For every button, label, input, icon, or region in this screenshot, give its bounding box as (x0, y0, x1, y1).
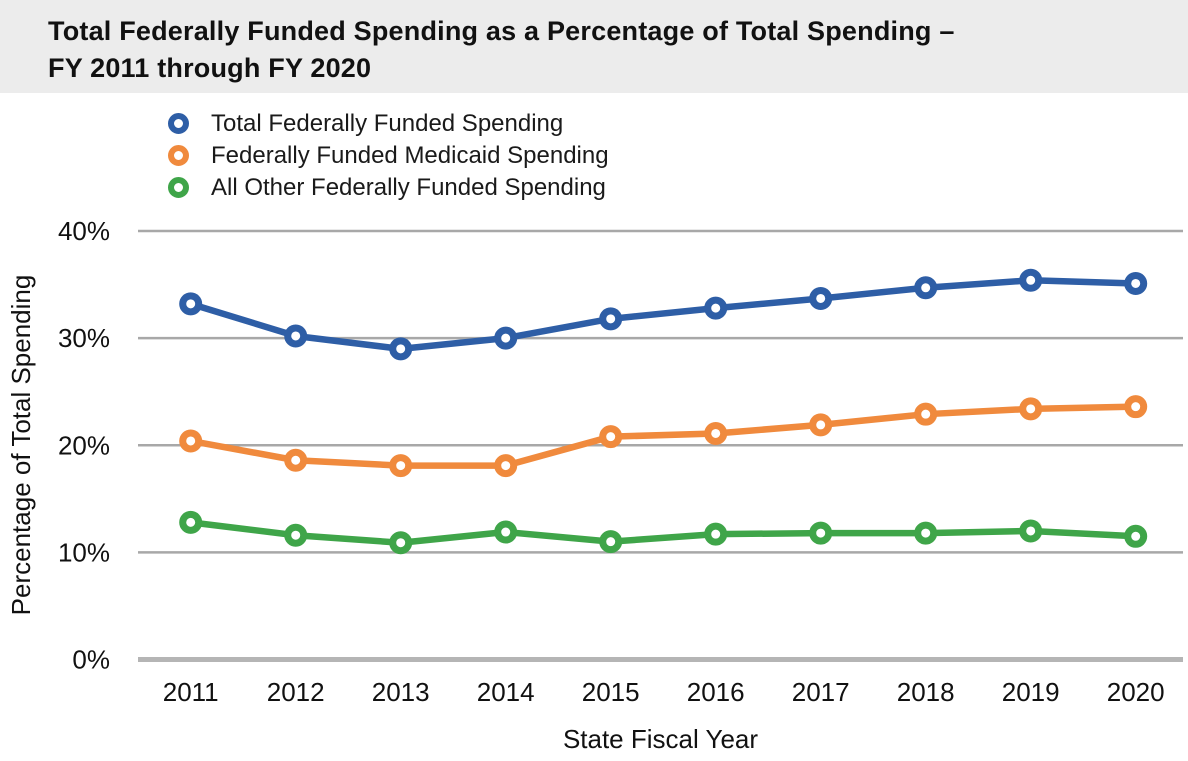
y-tick-label: 30% (58, 323, 110, 353)
x-tick-label: 2019 (1002, 677, 1060, 707)
data-point-marker (494, 454, 518, 478)
chart-title-line-2: FY 2011 through FY 2020 (48, 53, 372, 83)
x-tick-label: 2017 (792, 677, 850, 707)
data-point-marker (809, 413, 833, 437)
chart-legend: Total Federally Funded Spending Federally… (168, 110, 609, 201)
legend-item: All Other Federally Funded Spending (168, 174, 609, 201)
legend-label: Total Federally Funded Spending (211, 109, 564, 137)
y-tick-label: 0% (72, 645, 110, 675)
data-point-marker (284, 448, 308, 472)
chart-title-line-1: Total Federally Funded Spending as a Per… (48, 16, 955, 46)
data-point-marker (914, 276, 938, 300)
legend-item: Total Federally Funded Spending (168, 110, 609, 137)
data-point-marker (389, 531, 413, 555)
y-tick-label: 20% (58, 430, 110, 460)
y-tick-label: 10% (58, 537, 110, 567)
data-point-marker (599, 530, 623, 554)
data-point-marker (809, 521, 833, 545)
x-tick-label: 2020 (1107, 677, 1165, 707)
data-point-marker (809, 286, 833, 310)
series-line (187, 519, 1139, 546)
legend-label: All Other Federally Funded Spending (211, 173, 606, 201)
data-point-marker (704, 522, 728, 546)
legend-marker-icon (168, 145, 189, 166)
series-line (187, 277, 1139, 353)
x-tick-label: 2014 (477, 677, 535, 707)
x-tick-label: 2018 (897, 677, 955, 707)
data-point-marker (179, 292, 203, 316)
data-point-marker (704, 296, 728, 320)
x-tick-label: 2013 (372, 677, 430, 707)
data-point-marker (284, 324, 308, 348)
data-point-marker (599, 307, 623, 331)
legend-label: Federally Funded Medicaid Spending (211, 141, 609, 169)
x-tick-label: 2012 (267, 677, 325, 707)
data-point-marker (914, 521, 938, 545)
data-point-marker (389, 454, 413, 478)
data-point-marker (494, 326, 518, 350)
legend-item: Federally Funded Medicaid Spending (168, 142, 609, 169)
x-tick-label: 2016 (687, 677, 745, 707)
legend-marker-icon (168, 113, 189, 134)
data-point-marker (599, 425, 623, 449)
legend-marker-icon (168, 177, 189, 198)
data-point-marker (1019, 519, 1043, 543)
chart-title-band: Total Federally Funded Spending as a Per… (0, 0, 1188, 93)
data-point-marker (914, 402, 938, 426)
series-line (187, 403, 1139, 469)
data-point-marker (1124, 271, 1148, 295)
data-point-marker (284, 523, 308, 547)
x-tick-label: 2015 (582, 677, 640, 707)
data-point-marker (1019, 268, 1043, 292)
data-point-marker (389, 337, 413, 361)
x-tick-label: 2011 (163, 677, 219, 707)
data-point-marker (494, 520, 518, 544)
data-point-marker (1124, 524, 1148, 548)
data-point-marker (1019, 397, 1043, 421)
data-point-marker (179, 429, 203, 453)
y-tick-label: 40% (58, 216, 110, 246)
data-point-marker (179, 510, 203, 534)
x-axis-title: State Fiscal Year (563, 724, 758, 754)
data-point-marker (1124, 395, 1148, 419)
data-point-marker (704, 421, 728, 445)
y-axis-title: Percentage of Total Spending (6, 275, 36, 616)
